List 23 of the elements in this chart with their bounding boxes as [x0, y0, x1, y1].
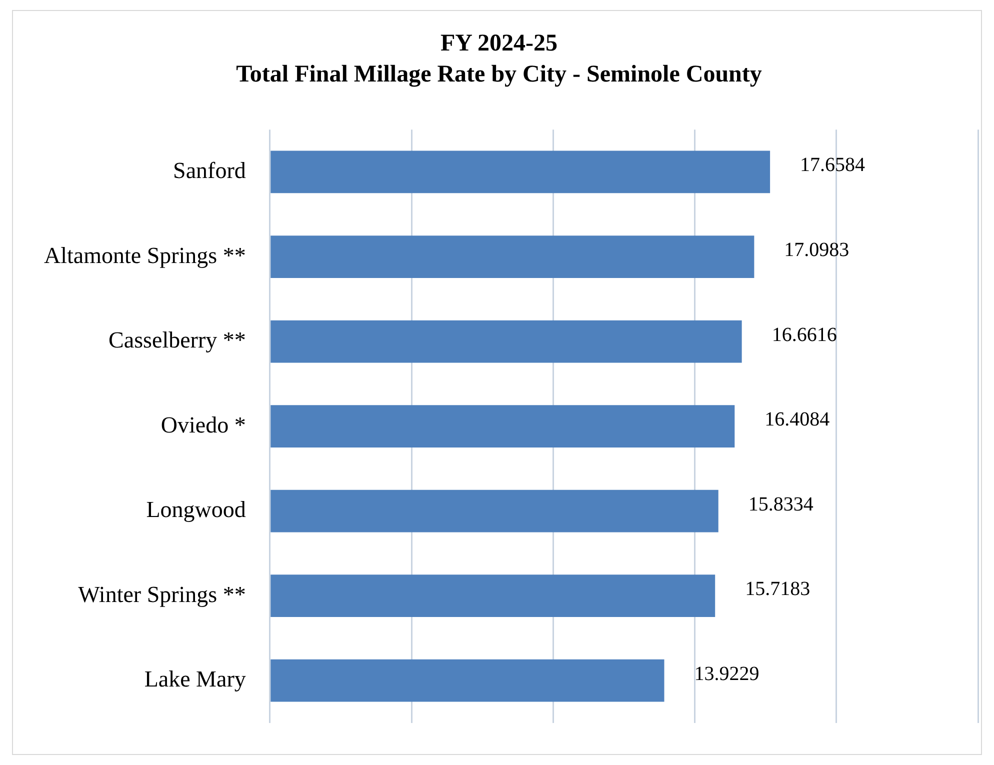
data-label: 15.7183 — [745, 578, 810, 600]
data-label: 13.9229 — [694, 662, 760, 685]
y-tick-label: Oviedo * — [160, 412, 246, 438]
data-label: 16.6616 — [772, 324, 837, 346]
bar — [270, 405, 735, 448]
y-tick-label: Casselberry ** — [108, 328, 246, 353]
chart-title: FY 2024-25 — [440, 30, 558, 57]
bar — [270, 320, 742, 363]
bar — [270, 236, 754, 278]
data-label: 17.6584 — [800, 154, 866, 176]
y-tick-label: Sanford — [173, 158, 246, 184]
y-tick-label: Winter Springs ** — [78, 582, 246, 607]
data-label: 15.8334 — [748, 493, 814, 516]
bar — [270, 659, 664, 702]
y-tick-label: Lake Mary — [144, 666, 246, 692]
data-label: 16.4084 — [764, 408, 830, 431]
y-tick-label: Altamonte Springs ** — [44, 242, 246, 268]
bar — [270, 490, 718, 532]
chart-subtitle: Total Final Millage Rate by City - Seminole County — [236, 61, 762, 88]
y-tick-label: Longwood — [146, 497, 246, 522]
bar — [270, 574, 716, 618]
bar — [270, 150, 770, 194]
data-label: 17.0983 — [784, 239, 850, 262]
